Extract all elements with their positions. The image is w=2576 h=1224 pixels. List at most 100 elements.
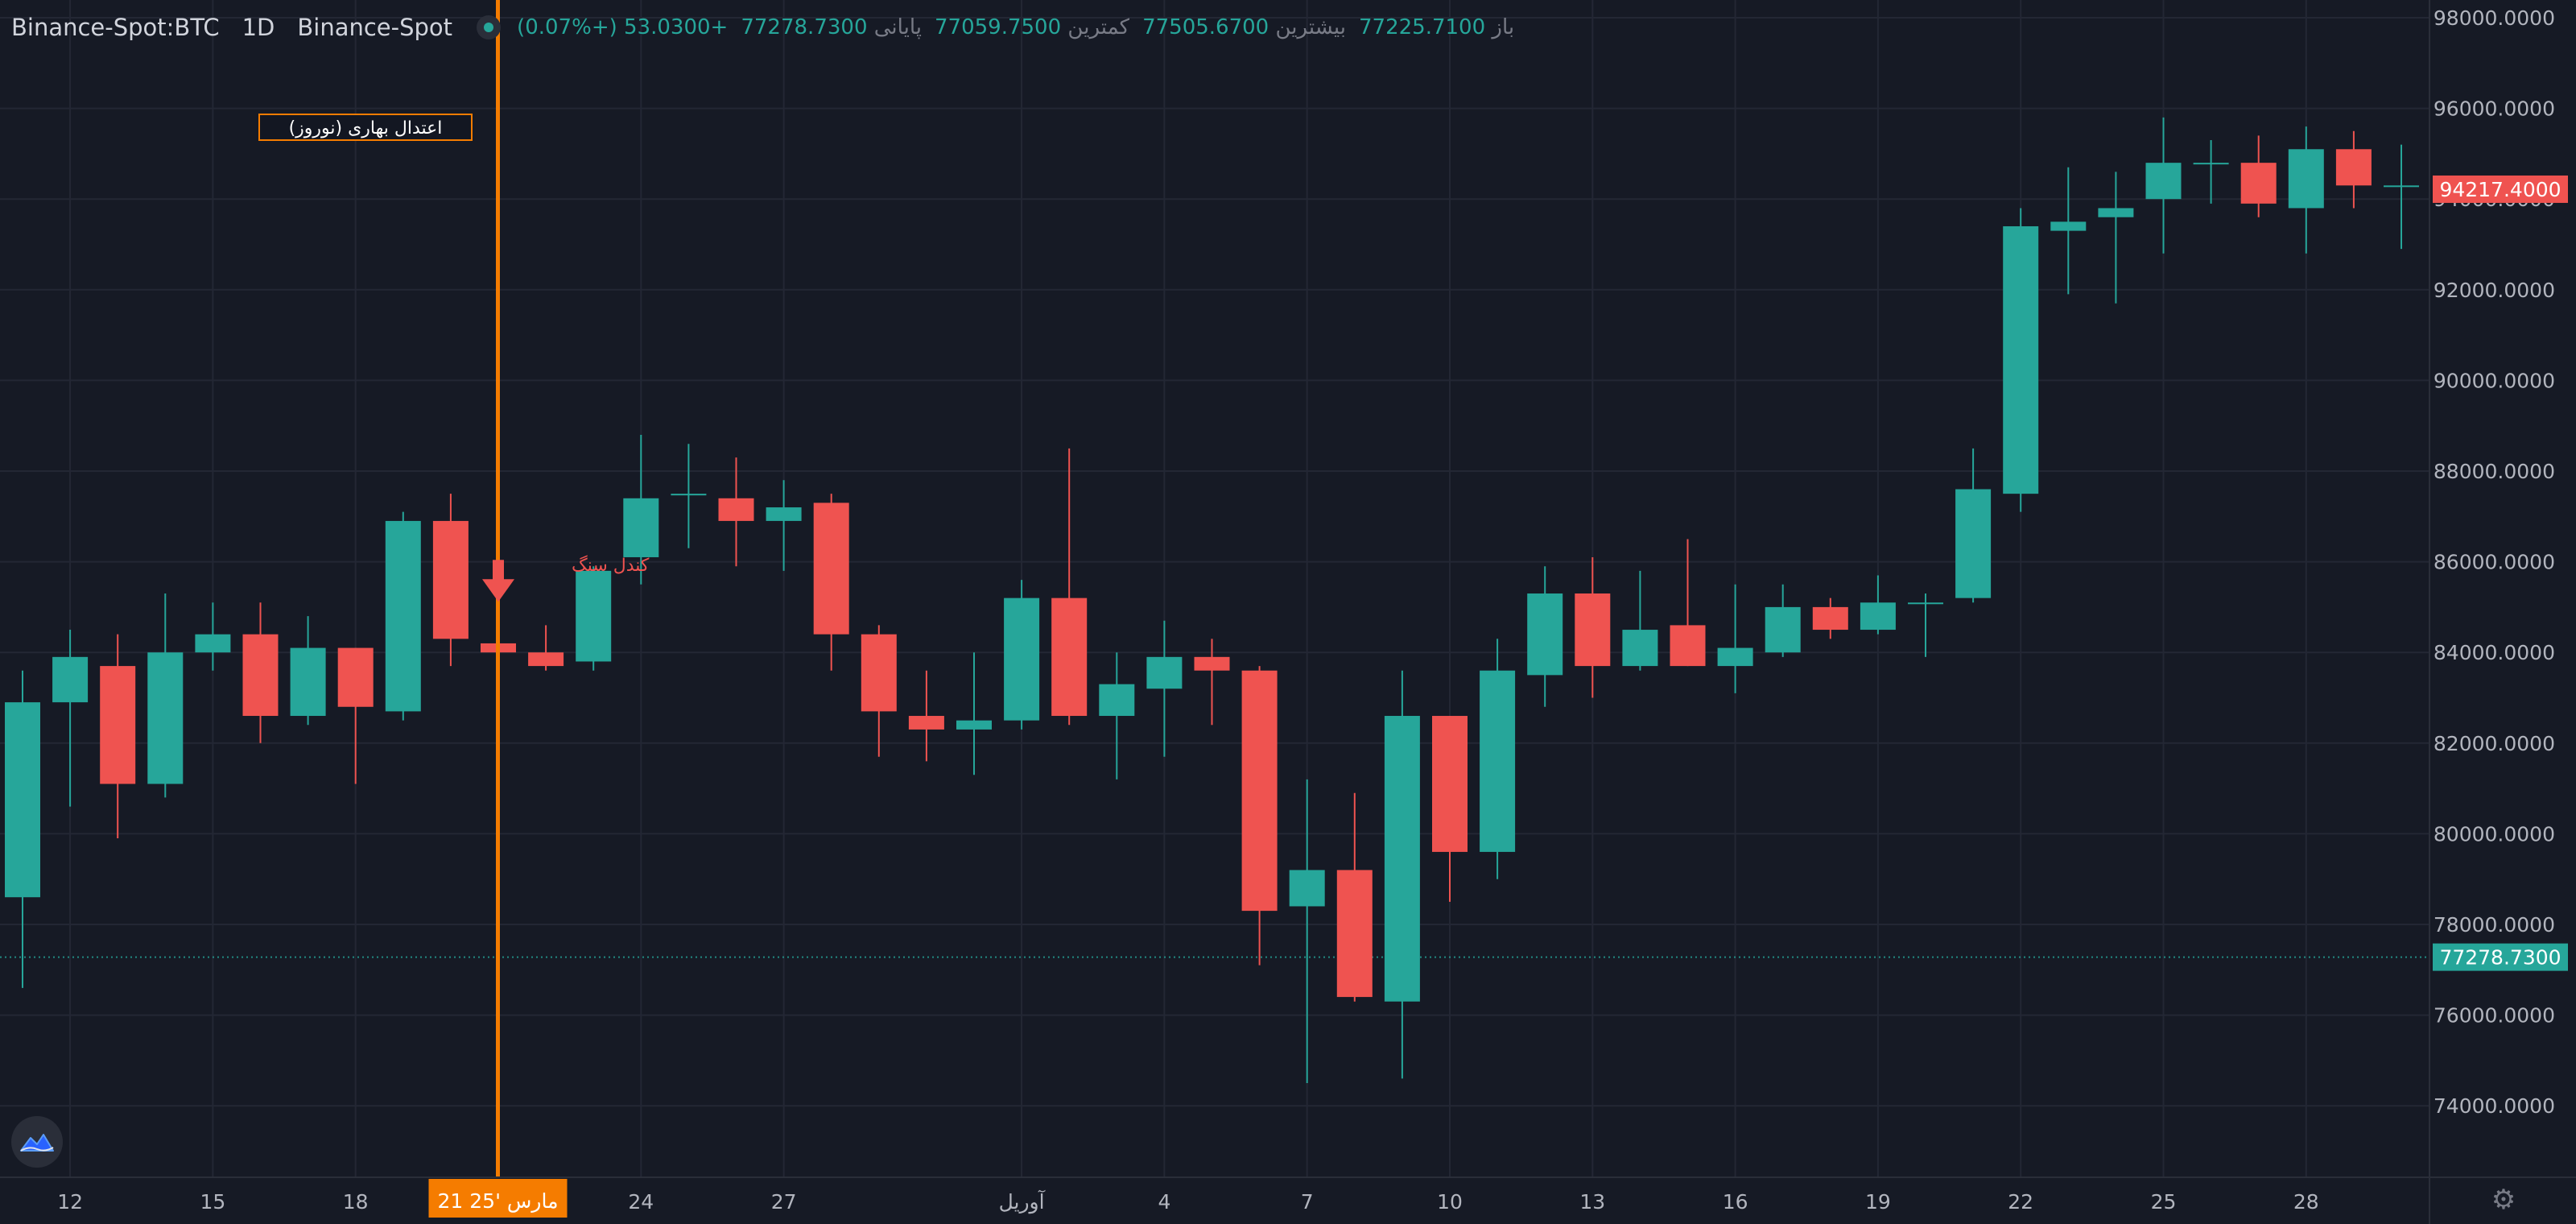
x-tick-label: 22 (2008, 1190, 2033, 1214)
candle-body (1860, 602, 1896, 631)
prev-close-badge[interactable] (2433, 943, 2568, 971)
y-tick-label: 98000.0000 (2434, 6, 2555, 30)
arrow-annotation-layer: کندل سنگ (482, 555, 650, 602)
candle-body (2098, 208, 2134, 217)
close-label: پایانی (873, 15, 922, 39)
candle (1527, 566, 1563, 707)
open-value: 77225.7100 (1358, 15, 1486, 39)
candle (100, 634, 136, 839)
candle (2335, 130, 2372, 209)
candle-body (576, 570, 612, 662)
x-tick-label: 19 (1865, 1190, 1891, 1214)
candle (956, 652, 992, 775)
candle-body (290, 647, 326, 717)
candle (813, 494, 849, 671)
timeframe[interactable]: 1D (242, 14, 275, 41)
candle (908, 670, 944, 762)
candle (1575, 556, 1611, 698)
mountain-logo-icon[interactable] (11, 1116, 63, 1168)
candle-body (2145, 163, 2182, 200)
candle (2193, 140, 2229, 204)
candle (1289, 779, 1325, 1084)
candle (5, 670, 40, 988)
candle-body (861, 634, 897, 712)
symbol-title[interactable]: Binance-Spot:BTC (11, 14, 220, 41)
candle-body (1527, 593, 1563, 676)
candle (1432, 716, 1468, 902)
nowruz-label: اعتدال بهاری (نوروز) (289, 118, 443, 139)
annotations: اعتدال بهاری (نوروز) (258, 114, 473, 141)
crosshair-date-label: 21 مارس '25 (438, 1189, 559, 1213)
candle (2240, 135, 2277, 217)
candle (1384, 670, 1420, 1079)
low-value: 77059.7500 (935, 15, 1062, 39)
candle (861, 625, 897, 757)
candle-body (100, 666, 136, 784)
candle (1241, 666, 1278, 966)
candle (385, 511, 421, 721)
candle (195, 602, 231, 671)
x-tick-label: 4 (1158, 1190, 1170, 1214)
candle-body (2288, 149, 2324, 209)
nowruz-box[interactable] (258, 114, 473, 141)
arrow-down-icon (482, 579, 514, 602)
candle (2050, 167, 2087, 295)
candle-body (766, 507, 802, 521)
crosshair-date-badge (428, 1179, 568, 1218)
candle-body (195, 634, 231, 653)
last-price-badge[interactable] (2433, 175, 2568, 203)
candle-body (1146, 656, 1183, 689)
candle-body (671, 494, 707, 496)
open-label: باز (1492, 15, 1515, 39)
candle-body (1241, 670, 1278, 912)
y-tick-label: 90000.0000 (2434, 369, 2555, 392)
candle-body (2050, 221, 2087, 231)
candle-body (2193, 163, 2229, 165)
gear-icon[interactable]: ⚙ (2491, 1184, 2516, 1216)
candle-body (1004, 598, 1040, 721)
candle-body (1575, 593, 1611, 667)
candle (623, 434, 659, 585)
candle (1955, 448, 1992, 603)
candle (2003, 208, 2039, 512)
candles (5, 117, 2419, 1084)
candle-body (718, 498, 754, 521)
candle (1194, 639, 1230, 726)
candle (718, 457, 754, 567)
candle (1099, 652, 1135, 779)
price-axis[interactable]: 74000.0000 76000.0000 78000.0000 80000.0000… (2429, 0, 2568, 1224)
grid (0, 0, 2429, 1177)
arrow-shaft (493, 560, 504, 581)
candle-body (813, 502, 849, 635)
close-value: 77278.7300 (741, 15, 868, 39)
time-axis[interactable]: 12 15 18 24 27 آوریل 4 7 10 13 16 19 22 25 28 (0, 1176, 2576, 1214)
x-tick-label: 12 (57, 1190, 83, 1214)
y-tick-label: 96000.0000 (2434, 97, 2555, 121)
x-tick-label: 13 (1579, 1190, 1605, 1214)
candle-body (1051, 598, 1088, 717)
y-tick-label: 88000.0000 (2434, 460, 2555, 483)
high-group: بیشترین 77505.6700 (1142, 15, 1346, 39)
y-tick-label: 82000.0000 (2434, 732, 2555, 755)
x-tick-label: 18 (343, 1190, 369, 1214)
low-group: کمترین 77059.7500 (935, 15, 1129, 39)
candle-body (1384, 716, 1420, 1002)
candle-body (2003, 225, 2039, 494)
candle (1336, 792, 1373, 1002)
candle-body (528, 652, 564, 667)
candle-body (1622, 630, 1658, 667)
candle-body (385, 520, 421, 712)
candle-body (1336, 870, 1373, 998)
candle (1860, 575, 1896, 635)
candle (1480, 639, 1516, 879)
candle (1670, 539, 1706, 667)
prev-close-label: 77278.7300 (2439, 946, 2561, 970)
candle (1004, 580, 1040, 730)
change-value: +53.0300 (+0.07%) (517, 15, 729, 39)
market-status-icon[interactable] (477, 15, 502, 39)
candle-body (52, 656, 89, 703)
candle (242, 602, 279, 743)
candle (1717, 584, 1753, 693)
candle (290, 616, 326, 726)
